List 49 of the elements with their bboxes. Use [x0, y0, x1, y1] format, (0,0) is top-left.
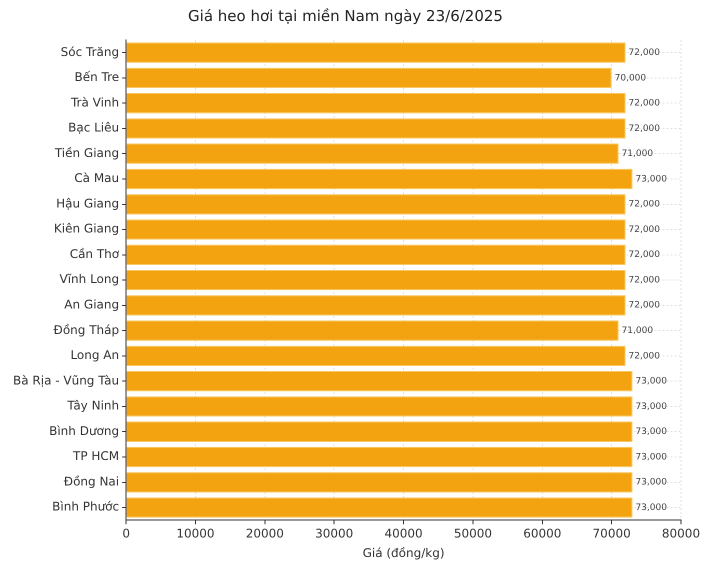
x-tick-label: 70000 — [592, 526, 631, 541]
y-tick-label: Sóc Trăng — [60, 44, 120, 59]
y-tick-label: TP HCM — [72, 449, 120, 464]
y-tick-label: Cần Thơ — [70, 246, 120, 261]
data-label: 72,000 — [628, 224, 660, 235]
x-tick-label: 40000 — [384, 526, 423, 541]
y-tick-label: Long An — [70, 348, 120, 362]
y-tick-label: Kiên Giang — [54, 222, 120, 236]
data-label: 73,000 — [635, 478, 668, 488]
data-label: 73,000 — [635, 376, 668, 387]
data-label: 72,000 — [628, 300, 660, 311]
data-label: 72,000 — [628, 124, 660, 134]
data-label: 72,000 — [628, 98, 660, 109]
data-label: 72,000 — [628, 275, 660, 286]
y-tick-label: Bà Rịa - Vũng Tàu — [13, 373, 120, 388]
x-tick-label: 30000 — [315, 526, 354, 541]
x-axis-title: Giá (đồng/kg) — [362, 546, 445, 560]
x-tick-label: 60000 — [523, 526, 562, 541]
x-tick-label: 0 — [122, 526, 130, 541]
chart-title: Giá heo hơi tại miền Nam ngày 23/6/2025 — [188, 6, 503, 25]
y-tick-label: Tây Ninh — [66, 398, 120, 413]
y-tick-label: An Giang — [64, 298, 120, 312]
y-tick-label: Bạc Liêu — [68, 120, 120, 135]
x-tick-label: 10000 — [176, 526, 215, 541]
x-tick-label: 20000 — [246, 526, 284, 541]
data-label: 72,000 — [628, 200, 660, 210]
y-tick-label: Cà Mau — [74, 171, 120, 186]
x-tick-label: 50000 — [454, 526, 492, 541]
data-label: 70,000 — [614, 73, 646, 84]
y-tick-label: Hậu Giang — [56, 196, 120, 210]
y-tick-label: Tiền Giang — [54, 146, 120, 160]
y-tick-label: Trà Vinh — [70, 95, 120, 110]
y-tick-label: Bình Phước — [52, 500, 120, 514]
y-tick-label: Đồng Nai — [64, 474, 120, 488]
data-label: 72,000 — [628, 250, 660, 260]
y-tick-label: Bến Tre — [74, 70, 120, 84]
data-label: 72,000 — [628, 48, 660, 58]
x-tick-label: 80000 — [662, 526, 700, 541]
data-label: 73,000 — [635, 427, 668, 438]
y-tick-label: Bình Dương — [49, 424, 120, 438]
data-label: 73,000 — [635, 174, 668, 184]
data-label: 73,000 — [635, 502, 668, 513]
data-label: 71,000 — [622, 326, 654, 336]
data-label: 71,000 — [622, 149, 654, 160]
data-label: 73,000 — [635, 402, 668, 412]
data-label: 72,000 — [628, 351, 660, 362]
y-tick-label: Đồng Tháp — [54, 322, 120, 337]
data-label: 73,000 — [635, 452, 668, 462]
y-tick-label: Vĩnh Long — [60, 272, 120, 286]
